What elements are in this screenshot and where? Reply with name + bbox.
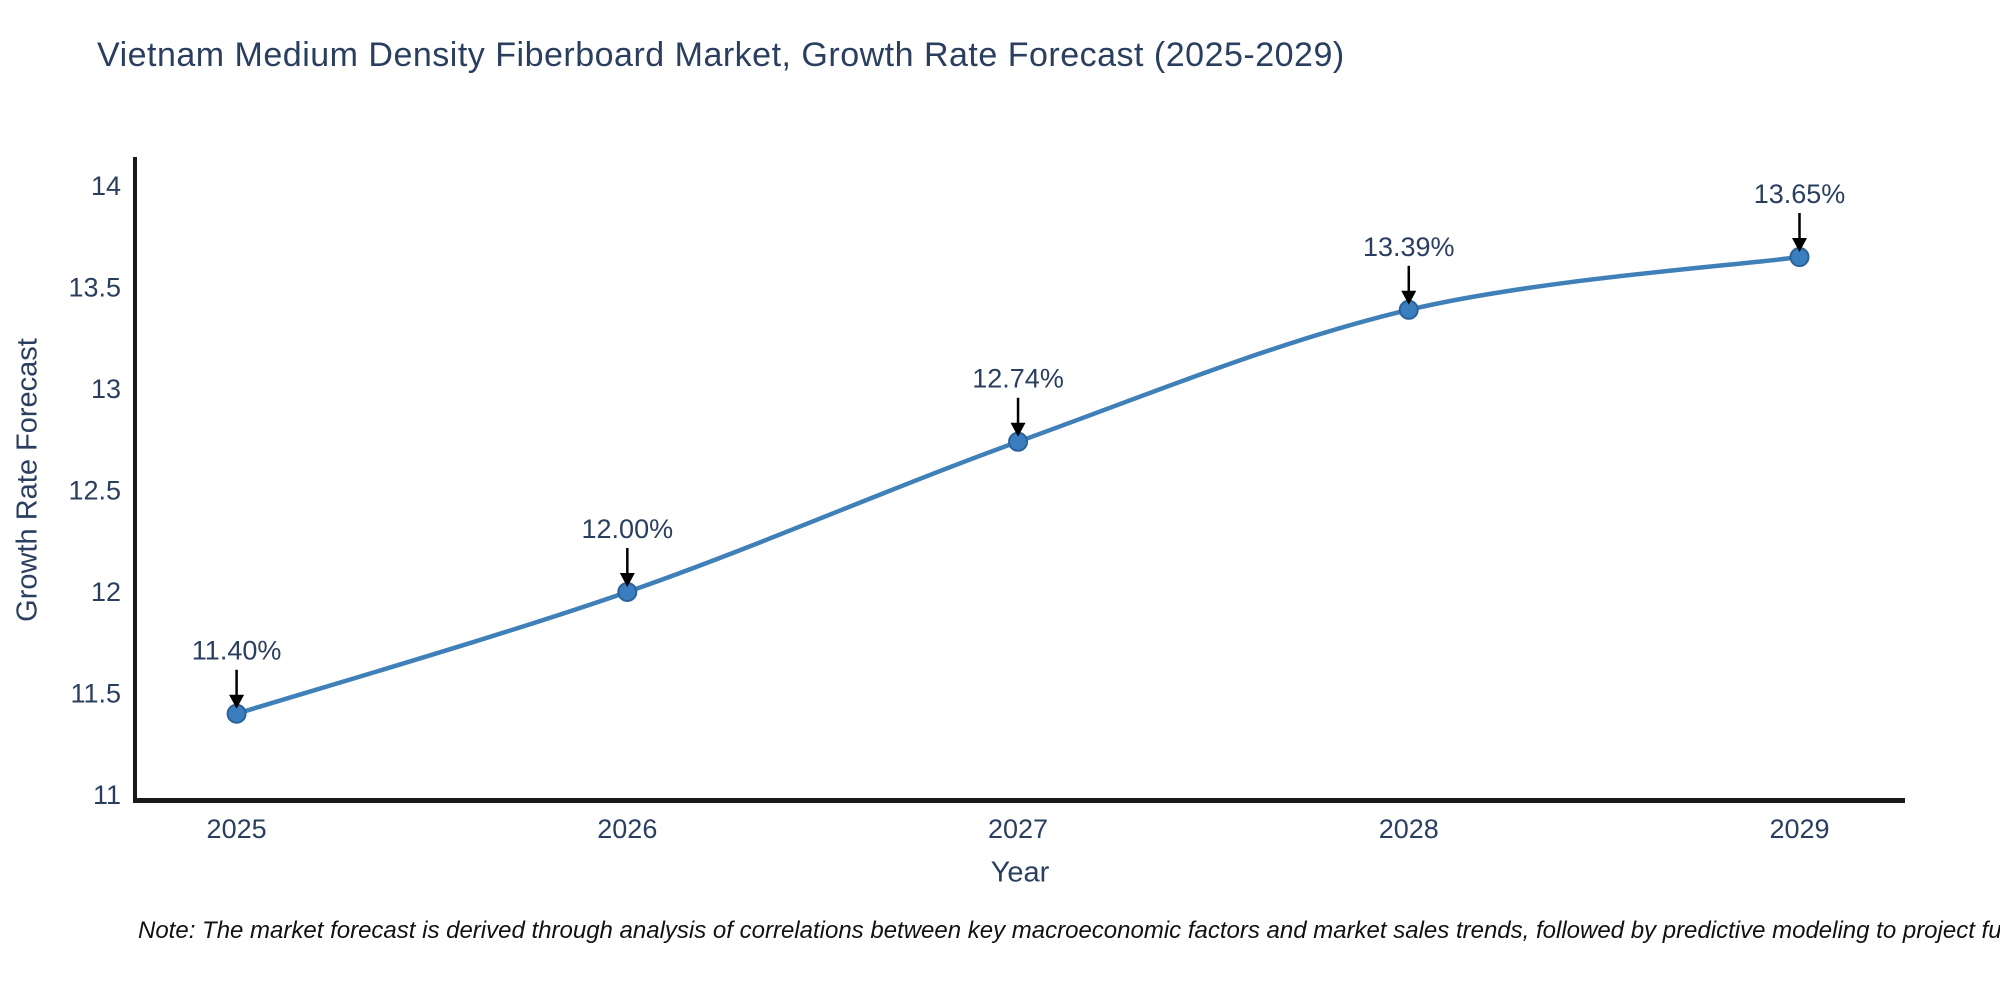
x-tick-label: 2025	[207, 814, 267, 844]
annotation-arrowhead-icon	[619, 572, 635, 587]
y-tick-label: 12.5	[68, 475, 121, 505]
data-point-label: 12.00%	[582, 514, 674, 544]
data-point-label: 13.39%	[1363, 232, 1455, 262]
x-tick-label: 2026	[597, 814, 657, 844]
data-point-label: 13.65%	[1754, 179, 1846, 209]
annotation-arrowhead-icon	[1010, 422, 1026, 437]
y-tick-label: 12	[91, 577, 121, 607]
y-tick-label: 11.5	[70, 678, 121, 708]
data-point-label: 11.40%	[192, 636, 282, 666]
y-tick-label: 14	[91, 171, 121, 201]
y-tick-label: 13.5	[68, 272, 121, 302]
chart-title: Vietnam Medium Density Fiberboard Market…	[97, 36, 1345, 74]
x-axis-title: Year	[990, 856, 1050, 889]
annotation-arrowhead-icon	[1792, 238, 1808, 253]
y-tick-label: 13	[91, 374, 121, 404]
annotation-arrowhead-icon	[229, 694, 245, 709]
x-tick-label: 2028	[1379, 814, 1439, 844]
y-tick-label: 11	[93, 780, 121, 810]
footnote: Note: The market forecast is derived thr…	[138, 917, 2000, 944]
x-tick-label: 2027	[988, 814, 1048, 844]
annotation-arrowhead-icon	[1401, 290, 1417, 305]
y-axis-title: Growth Rate Forecast	[11, 338, 44, 622]
data-point-label: 12.74%	[972, 364, 1064, 394]
x-tick-label: 2029	[1769, 814, 1829, 844]
series-line	[234, 254, 1802, 716]
